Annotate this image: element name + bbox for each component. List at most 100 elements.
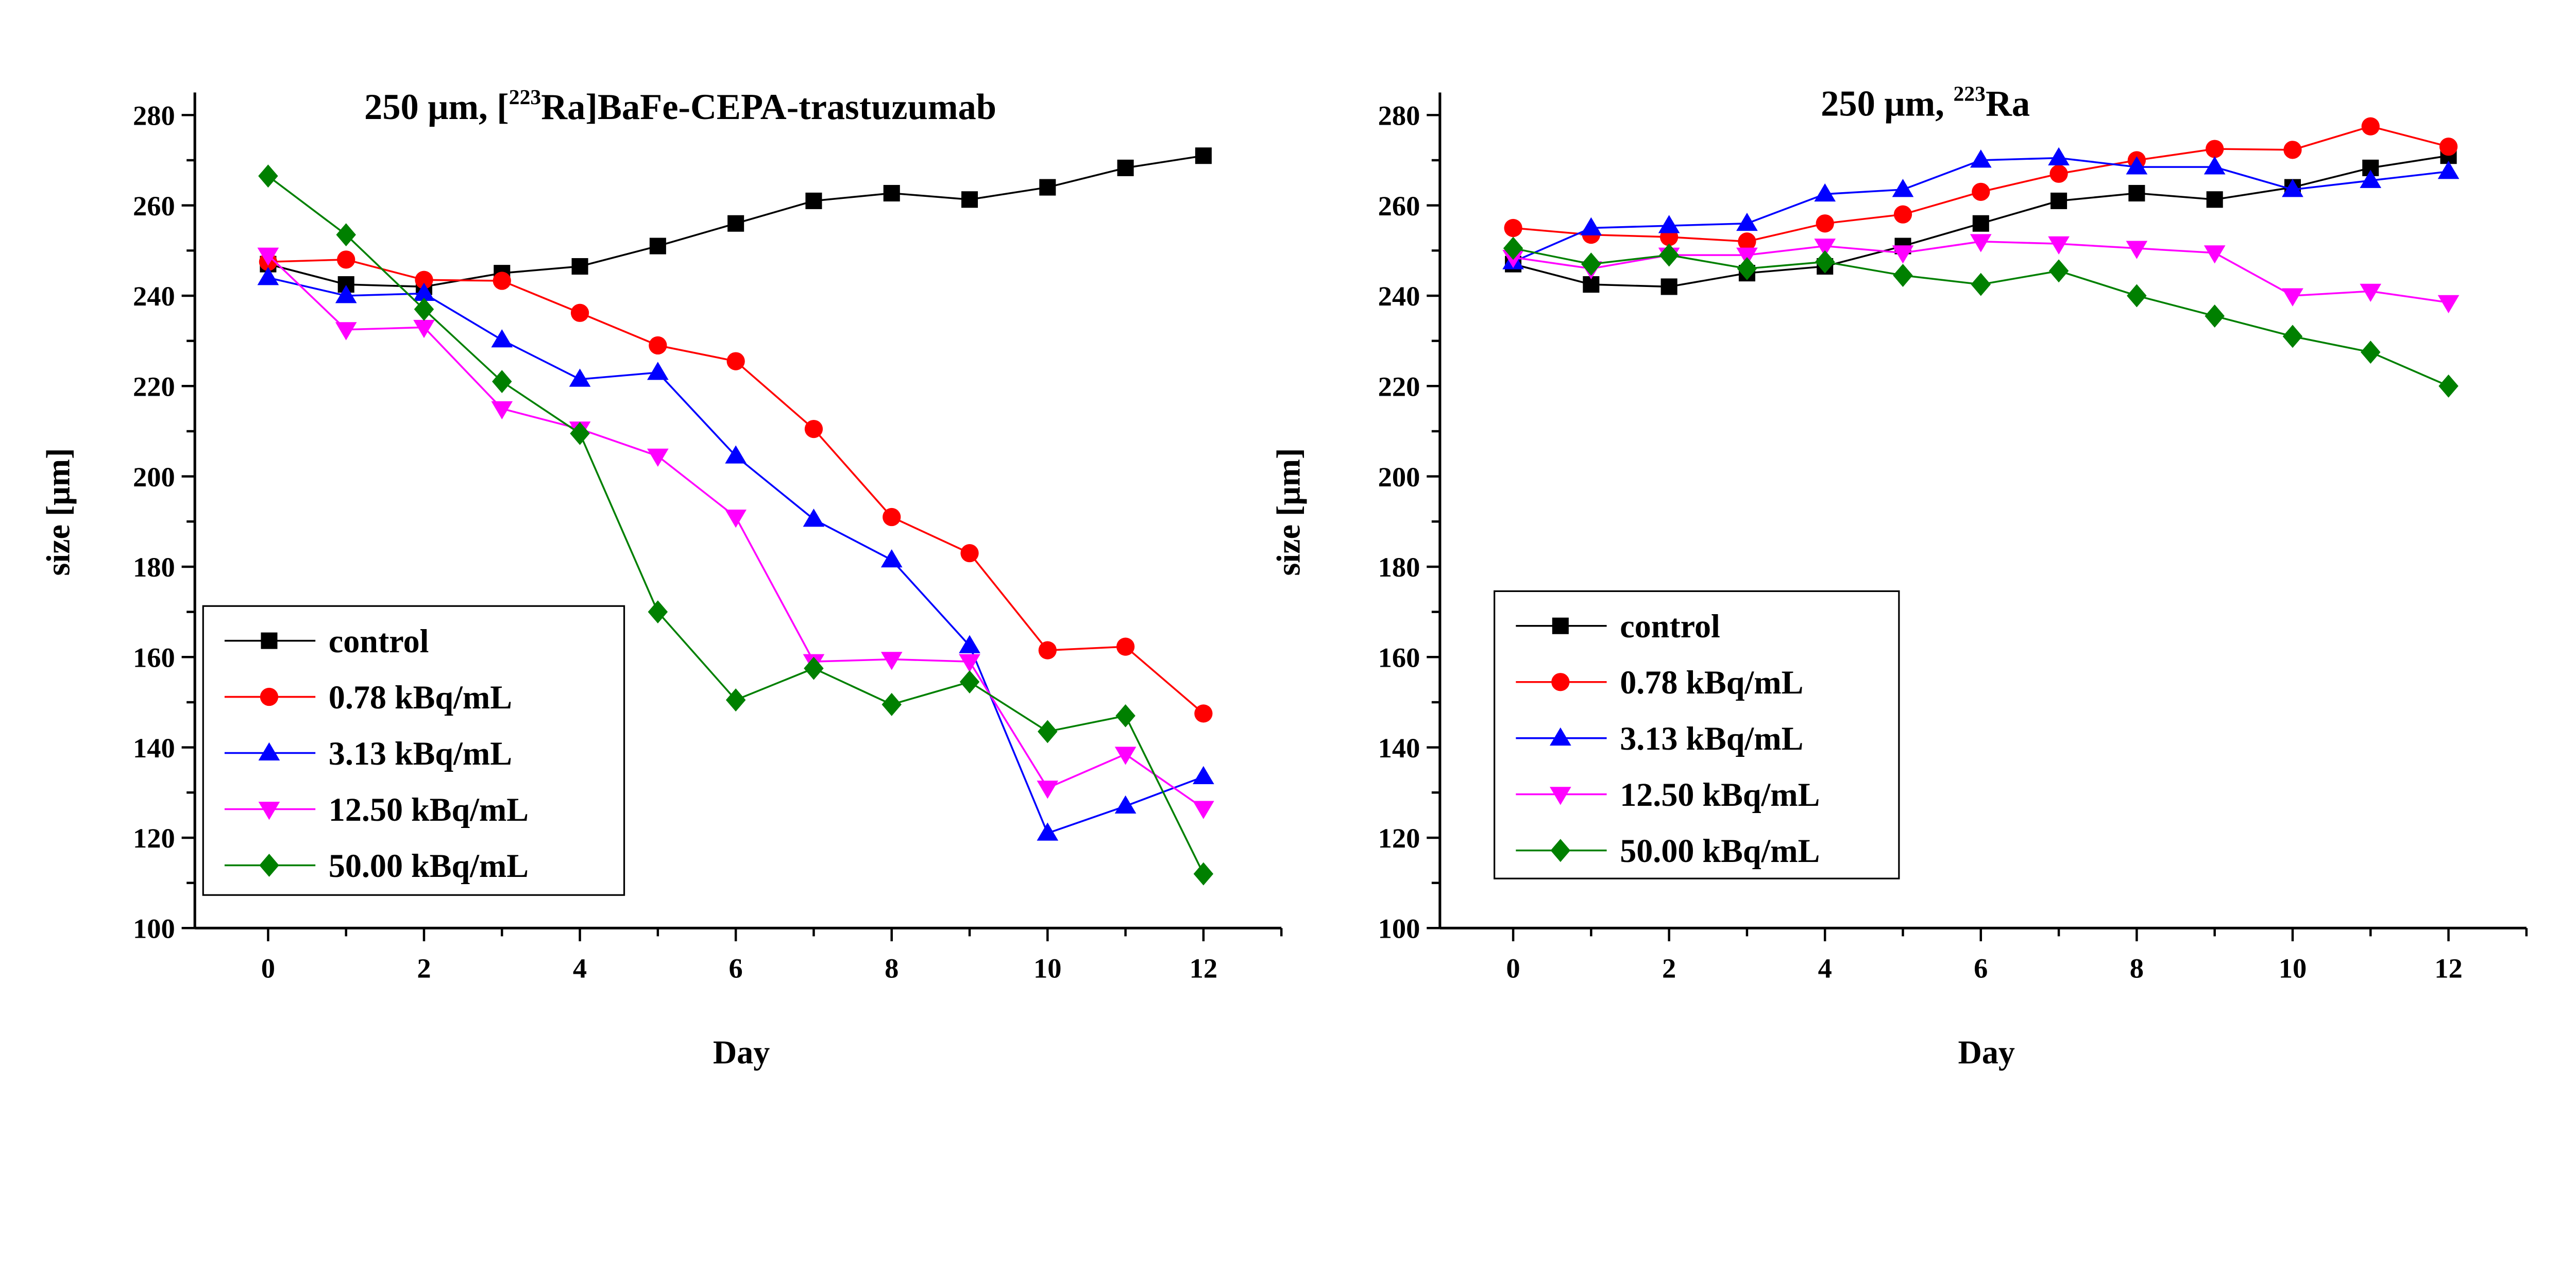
- data-point: [1892, 245, 1914, 264]
- data-point: [1814, 183, 1836, 202]
- data-point: [1972, 182, 1990, 201]
- legend-marker: [1551, 673, 1570, 691]
- y-axis-title: size [μm]: [40, 448, 77, 576]
- x-tick-label: 4: [1818, 952, 1832, 984]
- data-point: [413, 319, 435, 339]
- y-tick-label: 180: [1378, 551, 1420, 583]
- legend-item: 3.13 kBq/mL: [224, 735, 512, 772]
- data-point: [1114, 747, 1137, 765]
- data-point: [726, 352, 745, 370]
- y-tick-label: 280: [133, 100, 175, 131]
- data-point: [2206, 140, 2224, 158]
- y-tick-label: 280: [1378, 100, 1420, 131]
- data-point: [571, 258, 588, 275]
- data-point: [880, 549, 903, 568]
- data-point: [2438, 374, 2459, 398]
- y-tick-label: 160: [1378, 642, 1420, 673]
- legend-item: 12.50 kBq/mL: [1516, 776, 1820, 813]
- data-point: [336, 223, 356, 247]
- data-point: [649, 238, 666, 255]
- legend-label: control: [1620, 608, 1720, 645]
- data-point: [2360, 283, 2382, 302]
- data-point: [1193, 801, 1214, 819]
- data-point: [335, 285, 357, 303]
- data-point: [337, 250, 355, 269]
- data-point: [491, 401, 513, 419]
- data-point: [1815, 250, 1835, 274]
- legend-label: 0.78 kBq/mL: [1620, 664, 1803, 701]
- data-point: [2128, 184, 2145, 202]
- data-point: [492, 370, 512, 393]
- data-point: [1037, 781, 1059, 799]
- data-point: [1114, 795, 1137, 814]
- legend-marker: [1552, 617, 1569, 634]
- data-point: [2204, 156, 2226, 175]
- data-point: [2049, 164, 2068, 183]
- series-50-00-kbq-ml: [258, 164, 1214, 886]
- data-point: [1658, 215, 1680, 233]
- y-tick-label: 120: [133, 822, 175, 854]
- data-point: [1737, 257, 1757, 280]
- y-tick-label: 240: [1378, 280, 1420, 312]
- data-point: [335, 322, 357, 341]
- title-text: Ra]BaFe-CEPA-trastuzumab: [541, 87, 996, 127]
- data-point: [1037, 822, 1059, 841]
- legend-marker: [1549, 727, 1571, 746]
- data-point: [725, 445, 747, 464]
- data-point: [1195, 147, 1212, 164]
- y-tick-label: 200: [133, 461, 175, 493]
- y-tick-label: 220: [133, 371, 175, 402]
- x-tick-label: 8: [2130, 952, 2144, 984]
- y-tick-label: 240: [133, 280, 175, 312]
- data-point: [882, 692, 902, 716]
- data-point: [959, 654, 980, 672]
- series-3-13-kbq-ml: [257, 267, 1214, 841]
- data-point: [804, 656, 824, 680]
- legend-marker: [259, 854, 279, 877]
- legend: control 0.78 kBq/mL 3.13 kBq/mL 12.50 kBq/m…: [202, 605, 625, 896]
- legend-marker: [261, 632, 278, 649]
- legend: control 0.78 kBq/mL 3.13 kBq/mL 12.50 kBq/m…: [1494, 590, 1900, 879]
- data-point: [727, 215, 744, 232]
- data-point: [959, 635, 980, 653]
- data-point: [2127, 284, 2147, 308]
- legend-item: 50.00 kBq/mL: [224, 848, 529, 884]
- data-point: [493, 272, 511, 290]
- chart-title: 250 μm, [223Ra]BaFe-CEPA-trastuzumab: [364, 86, 996, 127]
- series-12-50-kbq-ml: [257, 247, 1214, 819]
- data-point: [2361, 117, 2380, 136]
- legend-marker: [258, 802, 280, 820]
- data-point: [880, 652, 903, 670]
- data-point: [648, 600, 668, 624]
- data-point: [1738, 232, 1756, 251]
- data-point: [1971, 273, 1991, 296]
- data-point: [2437, 161, 2460, 179]
- x-axis-title: Day: [1958, 1034, 2015, 1071]
- x-tick-label: 8: [885, 952, 899, 984]
- data-point: [961, 191, 978, 208]
- data-point: [804, 419, 823, 438]
- y-tick-label: 120: [1378, 822, 1420, 854]
- x-tick-label: 0: [1506, 952, 1520, 984]
- data-point: [883, 507, 901, 527]
- legend-item: 3.13 kBq/mL: [1516, 720, 1803, 757]
- data-point: [1893, 264, 1913, 287]
- y-tick-label: 100: [1378, 913, 1420, 944]
- legend-item: control: [1516, 608, 1720, 645]
- series-0-78-kbq-ml: [1504, 117, 2458, 251]
- data-point: [2283, 141, 2302, 159]
- data-point: [1116, 637, 1135, 656]
- x-tick-label: 0: [261, 952, 275, 984]
- data-point: [2206, 191, 2223, 208]
- data-point: [2050, 192, 2067, 209]
- data-point: [1193, 766, 1214, 785]
- legend-label: 3.13 kBq/mL: [1620, 720, 1803, 757]
- legend-label: 0.78 kBq/mL: [329, 679, 512, 716]
- data-point: [1581, 252, 1601, 276]
- data-point: [257, 267, 279, 285]
- data-point: [2437, 295, 2460, 313]
- data-point: [960, 544, 979, 563]
- x-tick-label: 10: [2279, 952, 2307, 984]
- legend-label: control: [329, 623, 429, 659]
- x-tick-label: 2: [417, 952, 431, 984]
